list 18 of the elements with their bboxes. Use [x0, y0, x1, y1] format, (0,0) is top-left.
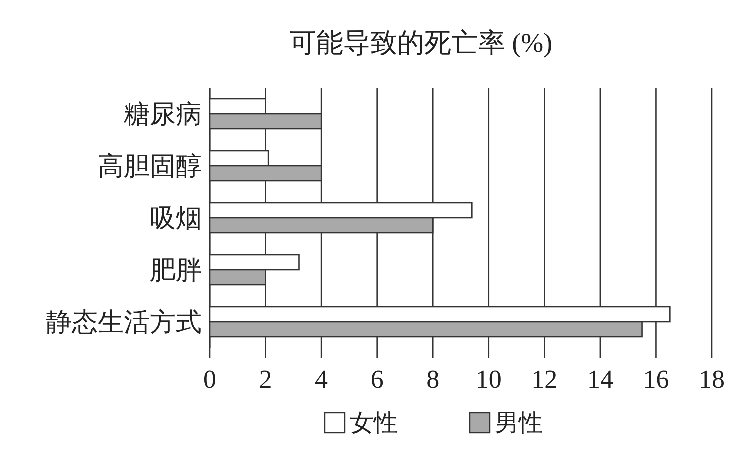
x-tick-label: 0 — [204, 365, 216, 394]
x-tick-label: 18 — [699, 365, 725, 394]
y-tick-label: 静态生活方式 — [46, 308, 202, 337]
x-tick-label: 12 — [532, 365, 558, 394]
x-tick-label: 10 — [476, 365, 502, 394]
x-tick-label: 6 — [370, 365, 384, 394]
y-tick-label: 吸烟 — [150, 204, 202, 233]
x-tick-label: 16 — [643, 365, 670, 394]
chart-title: 可能导致的死亡率 (%) — [289, 28, 553, 58]
y-tick-label: 肥胖 — [150, 256, 202, 285]
x-tick-label: 8 — [426, 365, 440, 394]
x-tick-label: 4 — [315, 365, 328, 394]
x-tick-label: 2 — [259, 365, 272, 394]
x-tick-label: 14 — [587, 365, 614, 394]
y-tick-label: 糖尿病 — [124, 100, 202, 129]
y-tick-label: 高胆固醇 — [98, 152, 202, 181]
legend-label: 女性 — [350, 411, 398, 437]
legend-label: 男性 — [495, 411, 543, 437]
